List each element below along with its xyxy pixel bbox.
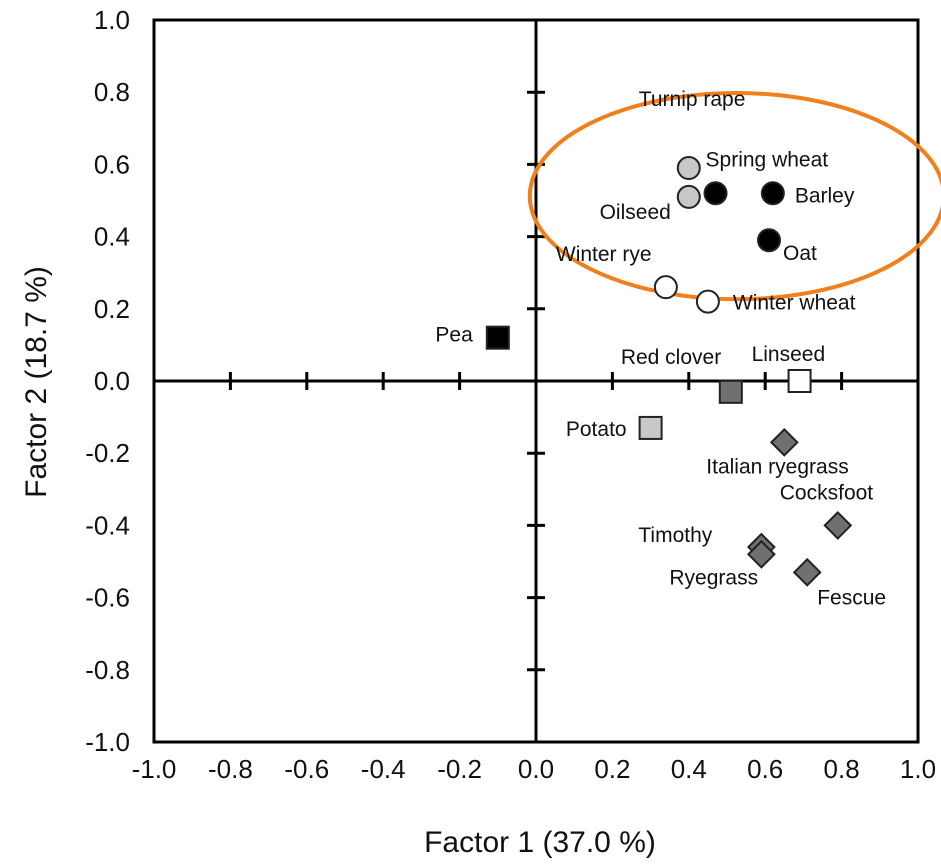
point-pea bbox=[485, 325, 510, 350]
point-winter-rye bbox=[653, 275, 678, 300]
point-fescue bbox=[792, 557, 822, 587]
point-ryegrass bbox=[746, 539, 776, 569]
y-tick-label: 0.6 bbox=[94, 149, 130, 179]
point-label-fescue: Fescue bbox=[817, 586, 886, 609]
x-tick-label: -1.0 bbox=[132, 754, 177, 784]
y-tick-label: 0.8 bbox=[94, 77, 130, 107]
point-label-italian-ryegrass: Italian ryegrass bbox=[706, 455, 848, 478]
x-tick-label: 1.0 bbox=[900, 754, 936, 784]
point-cocksfoot bbox=[823, 510, 853, 540]
point-turnip-rape bbox=[676, 156, 701, 181]
y-tick-label: 0.4 bbox=[94, 222, 130, 252]
y-tick-label: -0.8 bbox=[85, 655, 130, 685]
x-tick-label: 0.8 bbox=[824, 754, 860, 784]
x-tick-label: 0.0 bbox=[518, 754, 554, 784]
point-label-winter-wheat: Winter wheat bbox=[733, 292, 856, 315]
point-label-pea: Pea bbox=[435, 324, 473, 347]
x-tick-label: -0.6 bbox=[284, 754, 329, 784]
point-label-red-clover: Red clover bbox=[621, 346, 721, 369]
point-spring-wheat bbox=[703, 181, 728, 206]
point-red-clover bbox=[718, 379, 743, 404]
y-tick-label: -0.2 bbox=[85, 438, 130, 468]
point-linseed bbox=[787, 369, 812, 393]
point-barley bbox=[760, 181, 785, 206]
y-tick-label: -1.0 bbox=[85, 727, 130, 757]
x-tick-label: -0.2 bbox=[437, 754, 482, 784]
point-label-barley: Barley bbox=[795, 184, 855, 207]
y-tick-label: 1.0 bbox=[94, 5, 130, 35]
axes-layer: -1.0 -0.8 -0.6 -0.4 -0.2 0.0 0.2 0.4 0.6 0.8 1.0 1.… bbox=[85, 5, 936, 784]
x-tick-label: -0.8 bbox=[208, 754, 253, 784]
point-label-ryegrass: Ryegrass bbox=[669, 566, 758, 589]
point-oilseed bbox=[676, 184, 701, 209]
point-label-spring-wheat: Spring wheat bbox=[706, 148, 829, 171]
point-label-winter-rye: Winter rye bbox=[556, 243, 652, 266]
highlight-ellipse bbox=[527, 91, 941, 302]
x-tick-label: 0.4 bbox=[671, 754, 707, 784]
point-winter-wheat bbox=[695, 289, 720, 314]
annotation-layer bbox=[527, 91, 941, 302]
point-oat bbox=[757, 228, 782, 253]
point-label-oilseed: Oilseed bbox=[600, 201, 671, 224]
x-axis-title: Factor 1 (37.0 %) bbox=[424, 826, 656, 859]
point-label-timothy: Timothy bbox=[638, 524, 712, 547]
y-tick-label: 0.2 bbox=[94, 294, 130, 324]
x-tick-label: -0.4 bbox=[361, 754, 406, 784]
x-tick-label: 0.2 bbox=[594, 754, 630, 784]
point-label-turnip-rape: Turnip rape bbox=[639, 88, 746, 111]
y-tick-label: 0.0 bbox=[94, 366, 130, 396]
point-potato bbox=[638, 415, 663, 440]
y-axis-title: Factor 2 (18.7 %) bbox=[20, 266, 53, 498]
points-layer bbox=[485, 156, 853, 587]
y-tick-label: -0.4 bbox=[85, 510, 130, 540]
y-tick-label: -0.6 bbox=[85, 583, 130, 613]
point-label-potato: Potato bbox=[566, 418, 627, 441]
point-label-linseed: Linseed bbox=[752, 343, 826, 366]
point-label-cocksfoot: Cocksfoot bbox=[780, 481, 874, 504]
point-labels-layer: Turnip rape Oilseed Spring wheat Barley Oat W… bbox=[435, 88, 886, 609]
point-label-oat: Oat bbox=[783, 242, 817, 265]
x-tick-label: 0.6 bbox=[747, 754, 783, 784]
point-italian-ryegrass bbox=[769, 427, 799, 457]
